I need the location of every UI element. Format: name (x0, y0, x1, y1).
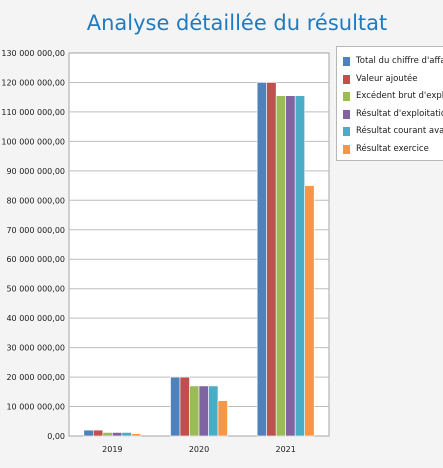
bar (198, 385, 209, 437)
bar (304, 185, 315, 437)
y-tick-label: 50 000 000,00 (6, 285, 65, 294)
y-tick-label: 120 000 000,00 (1, 78, 65, 87)
x-axis-ticks: 2019 2020 2021 (102, 445, 296, 454)
bar (189, 385, 200, 437)
bar (294, 95, 305, 437)
bar (93, 429, 104, 437)
legend-label: Excédent brut d'exploitation (356, 91, 443, 101)
chart-legend: Total du chiffre d'affaire Valeur ajoutée… (336, 46, 443, 161)
bar (112, 432, 123, 437)
bar (83, 429, 94, 437)
legend-label: Résultat exercice (356, 143, 429, 154)
bar (131, 433, 142, 437)
y-tick-label: 80 000 000,00 (6, 196, 65, 205)
bar (121, 432, 132, 437)
x-tick-label: 2020 (189, 445, 209, 454)
y-tick-label: 90 000 000,00 (6, 167, 65, 176)
bar (266, 82, 277, 437)
legend-swatch (342, 108, 351, 120)
bar (285, 95, 296, 437)
legend-swatch (342, 73, 351, 85)
bar (179, 376, 190, 437)
bar (170, 376, 181, 437)
legend-label: Valeur ajoutée (356, 73, 418, 84)
bars (83, 82, 315, 437)
legend-swatch (342, 126, 351, 137)
x-tick-label: 2019 (102, 445, 122, 454)
legend-swatch (342, 143, 351, 155)
bar (275, 95, 286, 437)
y-tick-label: 60 000 000,00 (6, 255, 65, 264)
y-axis-ticks: 0,00 10 000 000,00 20 000 000,00 30 000 000… (1, 49, 65, 441)
y-tick-label: 0,00 (47, 432, 65, 441)
legend-label: Résultat d'exploitation (356, 108, 443, 119)
y-tick-label: 30 000 000,00 (6, 344, 65, 353)
bar (102, 432, 113, 437)
legend-swatch (342, 56, 351, 67)
y-tick-label: 130 000 000,00 (1, 49, 65, 58)
y-tick-label: 110 000 000,00 (1, 108, 65, 117)
bar (256, 82, 267, 437)
legend-label: Total du chiffre d'affaire (356, 56, 443, 66)
bar (208, 385, 219, 437)
x-tick-label: 2021 (275, 445, 295, 454)
y-tick-label: 70 000 000,00 (6, 226, 65, 235)
y-tick-label: 20 000 000,00 (6, 373, 65, 382)
chart-title: Analyse détaillée du résultat (87, 11, 388, 35)
legend-swatch (342, 91, 351, 102)
legend-label: Résultat courant avant impôts (356, 126, 443, 136)
y-tick-label: 10 000 000,00 (6, 403, 65, 412)
y-tick-label: 40 000 000,00 (6, 314, 65, 323)
y-tick-label: 100 000 000,00 (1, 137, 65, 146)
bar (217, 400, 228, 437)
